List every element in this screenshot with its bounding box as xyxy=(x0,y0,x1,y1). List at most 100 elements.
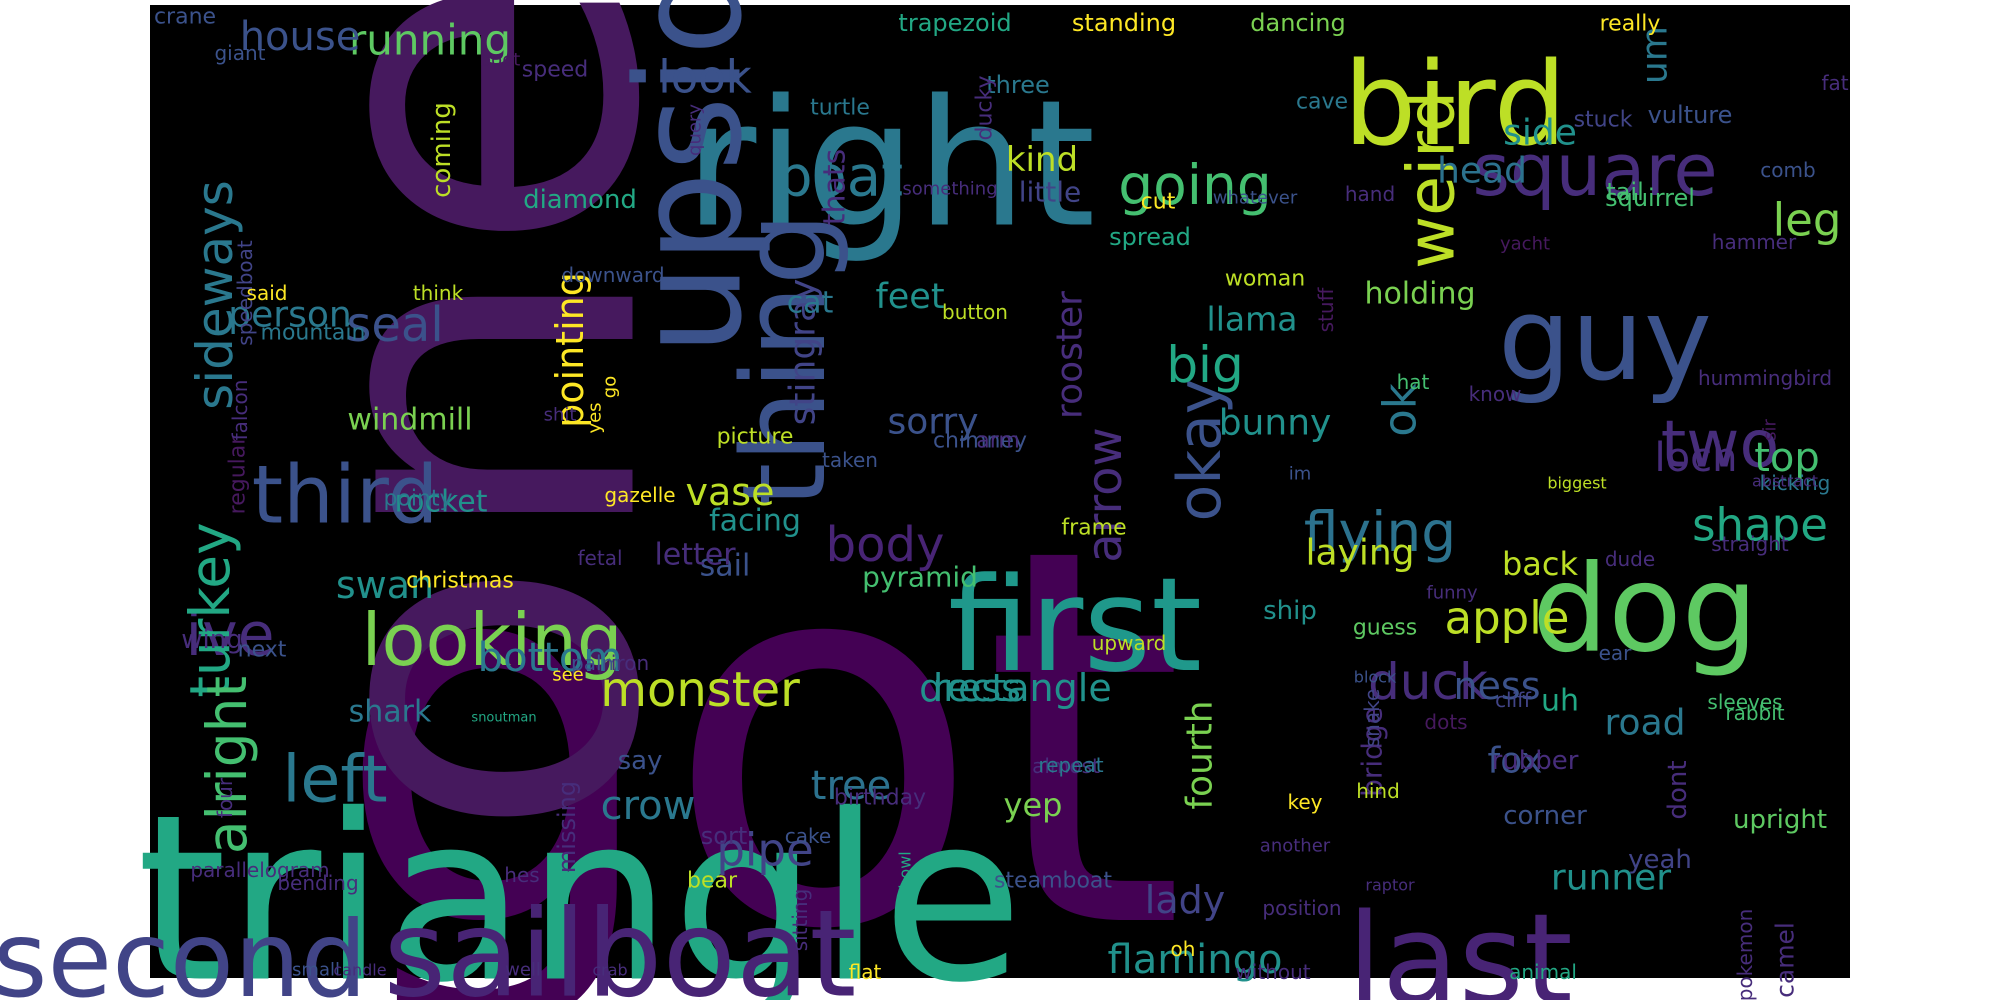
word-sideways: sideways xyxy=(186,180,244,410)
word-without: without xyxy=(1235,960,1310,984)
word-arrow: arrow xyxy=(1077,427,1133,563)
word-sailboat: sailboat xyxy=(384,886,857,1000)
word-guy: guy xyxy=(1498,273,1712,407)
word-steamboat: steamboat xyxy=(994,869,1112,894)
word-cloud-background xyxy=(150,5,1850,978)
word-third: third xyxy=(252,449,439,542)
word-cliff: cliff xyxy=(1495,688,1532,712)
word-square: square xyxy=(1472,128,1717,212)
word-runner: runner xyxy=(1551,858,1671,899)
word-sail: sail xyxy=(700,549,751,584)
word-ship: ship xyxy=(1263,596,1317,626)
word-side: side xyxy=(1503,113,1577,154)
word-dont: dont xyxy=(1663,760,1693,819)
word-pointing: pointing xyxy=(548,272,592,428)
word-tree: tree xyxy=(811,763,891,809)
word-four: four xyxy=(213,777,237,818)
word-cat: cat xyxy=(787,286,834,321)
word-loch: loch xyxy=(1655,435,1738,481)
word-whatever: whatever xyxy=(1213,188,1298,209)
word-bird: bird xyxy=(1343,38,1566,172)
word-body: body xyxy=(826,517,945,573)
word-picture: picture xyxy=(717,425,794,450)
word-hummingbird: hummingbird xyxy=(1698,366,1832,390)
word-standing: standing xyxy=(1072,9,1176,37)
word-rectangle: rectangle xyxy=(932,666,1111,710)
word-running: running xyxy=(349,16,511,65)
word-funny: funny xyxy=(1426,583,1478,604)
word-boat: boat xyxy=(777,145,903,210)
word-know: know xyxy=(1469,382,1522,406)
word-crane: crane xyxy=(154,5,216,30)
word-crab: crab xyxy=(592,961,627,980)
word-rabbit: rabbit xyxy=(1725,701,1784,725)
word-regular: regular xyxy=(226,435,251,515)
word-snake: snake xyxy=(1360,689,1384,748)
word-uh: uh xyxy=(1541,684,1579,719)
word-fat: fat xyxy=(1821,71,1848,95)
word-stuck: stuck xyxy=(1574,108,1633,133)
word-pokemon: pokemon xyxy=(1733,909,1757,1000)
word-flat: flat xyxy=(849,960,882,984)
word-straight: straight xyxy=(1711,532,1789,556)
word-llama: llama xyxy=(1207,300,1298,339)
word-candle: candle xyxy=(333,961,386,980)
word-turkey: turkey xyxy=(178,522,242,697)
word-fox: fox xyxy=(1488,741,1543,782)
word-feet: feet xyxy=(875,277,944,317)
word-well: well xyxy=(505,960,541,981)
word-pipe: pipe xyxy=(716,824,813,877)
word-comb: comb xyxy=(1760,158,1815,182)
word-top: top xyxy=(1754,435,1820,481)
word-lady: lady xyxy=(1145,878,1225,922)
word-letter: letter xyxy=(654,538,736,573)
word-weird: weird xyxy=(1395,91,1470,269)
word-animal: animal xyxy=(1509,960,1577,984)
word-hind: hind xyxy=(1356,779,1400,803)
word-going: going xyxy=(1118,153,1272,217)
word-leg: leg xyxy=(1773,194,1842,247)
word-giant: giant xyxy=(214,41,265,65)
word-guess: guess xyxy=(1353,616,1417,641)
word-arm: arm xyxy=(976,429,1020,454)
word-iron: iron xyxy=(611,651,649,675)
word-bottom: bottom xyxy=(478,635,623,681)
word-key: key xyxy=(1287,790,1322,814)
word-hat: hat xyxy=(1397,370,1430,394)
word-monster: monster xyxy=(600,662,800,718)
word-mountain: mountain xyxy=(261,321,366,346)
word-see: see xyxy=(552,665,584,686)
word-birthday: birthday xyxy=(834,786,926,811)
word-right: right xyxy=(684,64,1095,267)
word-downward: downward xyxy=(561,263,664,287)
word-spread: spread xyxy=(1109,223,1191,251)
word-pointy: pointy xyxy=(383,487,452,512)
word-missing: missing xyxy=(553,781,581,873)
word-fourth: fourth xyxy=(1180,700,1221,809)
word-yacht: yacht xyxy=(1500,234,1550,255)
word-little: little xyxy=(1019,176,1082,209)
word-triangle: triangle xyxy=(137,767,1024,1000)
word-stingray: stingray xyxy=(783,279,824,426)
word-big: big xyxy=(1166,336,1243,394)
word-flying: flying xyxy=(1304,500,1456,564)
word-said: said xyxy=(247,281,288,305)
word-stuff: stuff xyxy=(1314,286,1338,332)
word-cave: cave xyxy=(1296,90,1348,115)
word-sorry: sorry xyxy=(887,402,978,443)
word-alright: alright xyxy=(195,676,259,854)
word-upward: upward xyxy=(1092,631,1167,655)
word-taken: taken xyxy=(822,448,878,472)
word-query: query xyxy=(685,104,706,156)
word-hes: hes xyxy=(504,863,539,887)
word-camel: camel xyxy=(1771,922,1800,998)
word-christmas: christmas xyxy=(406,569,514,594)
word-kicking: kicking xyxy=(1760,471,1831,495)
word-rubber: rubber xyxy=(1492,746,1579,776)
word-dancing: dancing xyxy=(1250,9,1345,37)
word-first: first xyxy=(948,549,1202,701)
word-shit: shit xyxy=(544,405,577,426)
word-flamingo: flamingo xyxy=(1108,937,1283,983)
word-yeah: yeah xyxy=(1628,845,1692,875)
word-upright: upright xyxy=(1733,805,1827,835)
